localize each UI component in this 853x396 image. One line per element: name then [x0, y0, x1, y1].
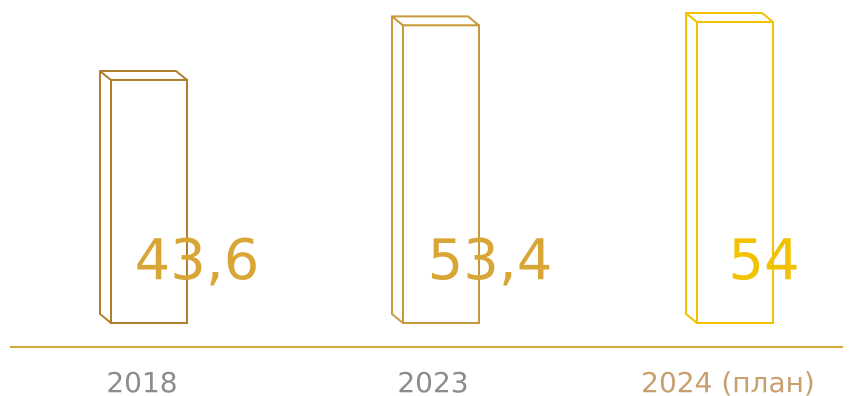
- category-label-2018: 2018: [106, 366, 177, 396]
- value-label-2023: 53,4: [428, 228, 553, 293]
- bar-side-face: [685, 12, 698, 324]
- bar-top-face: [99, 69, 188, 81]
- bar-front-face: [696, 21, 774, 324]
- bar-top-face: [685, 12, 774, 23]
- bar-2018: [99, 69, 188, 324]
- category-label-2024-plan: 2024 (план): [641, 366, 815, 396]
- value-label-2018: 43,6: [135, 228, 260, 293]
- bar-top-face: [391, 15, 480, 27]
- bar-side-face: [391, 15, 404, 324]
- bar-side-face: [99, 69, 112, 324]
- bar-2023: [391, 15, 480, 324]
- bar-front-face: [402, 24, 480, 324]
- bar-2024-plan: [685, 12, 774, 324]
- value-label-2024-plan: 54: [728, 228, 799, 293]
- category-label-2023: 2023: [397, 366, 468, 396]
- bar-front-face: [110, 78, 188, 324]
